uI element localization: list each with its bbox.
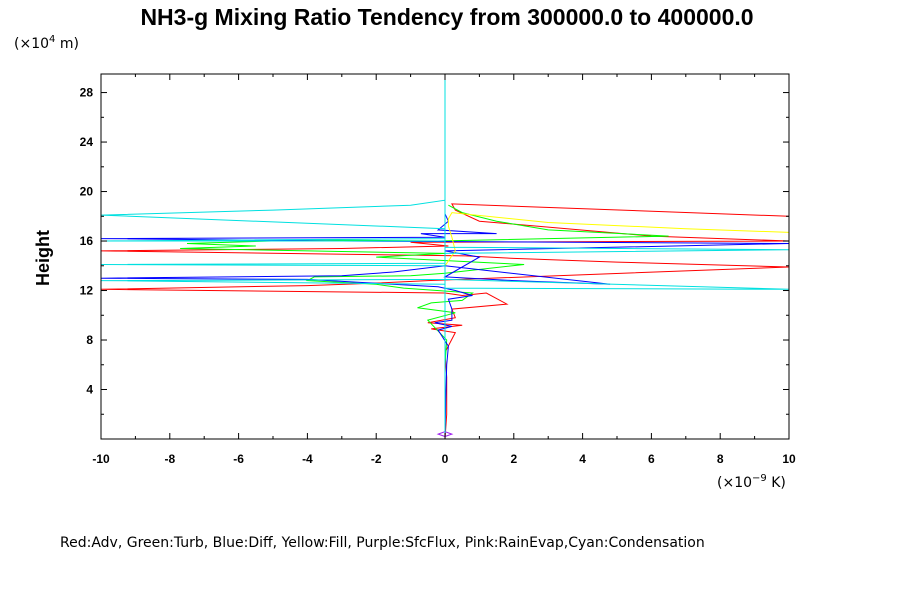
x-tick-label: 2 (510, 452, 517, 466)
x-tick-label: 8 (717, 452, 724, 466)
y-axis-unit: (×104 m) (14, 34, 79, 52)
x-tick-label: 10 (782, 452, 796, 466)
y-tick-label: 4 (86, 383, 93, 397)
y-tick-label: 24 (80, 135, 94, 149)
series-line-condensation (100, 74, 790, 439)
x-tick-label: 6 (648, 452, 655, 466)
y-tick-label: 20 (80, 185, 94, 199)
y-tick-label: 8 (86, 333, 93, 347)
x-tick-label: -8 (164, 452, 175, 466)
series-line-adv (100, 203, 790, 440)
y-tick-label: 28 (80, 86, 94, 100)
chart-title: NH3-g Mixing Ratio Tendency from 300000.… (140, 4, 753, 30)
y-tick-label: 16 (80, 234, 94, 248)
series-line-turb (180, 204, 669, 439)
x-tick-label: -10 (92, 452, 110, 466)
series-line-diff (100, 213, 790, 440)
legend: Red:Adv, Green:Turb, Blue:Diff, Yellow:F… (60, 535, 705, 551)
series-line-fill (444, 212, 790, 439)
y-axis-label: Height (33, 230, 53, 286)
x-tick-label: 4 (579, 452, 586, 466)
x-tick-label: -2 (371, 452, 382, 466)
x-tick-label: -6 (233, 452, 244, 466)
x-axis-unit: (×10−9 K) (717, 473, 786, 491)
plot-frame (100, 73, 790, 440)
x-tick-label: -4 (302, 452, 313, 466)
x-tick-label: 0 (442, 452, 449, 466)
y-tick-label: 12 (80, 284, 94, 298)
series-layer (100, 74, 790, 440)
